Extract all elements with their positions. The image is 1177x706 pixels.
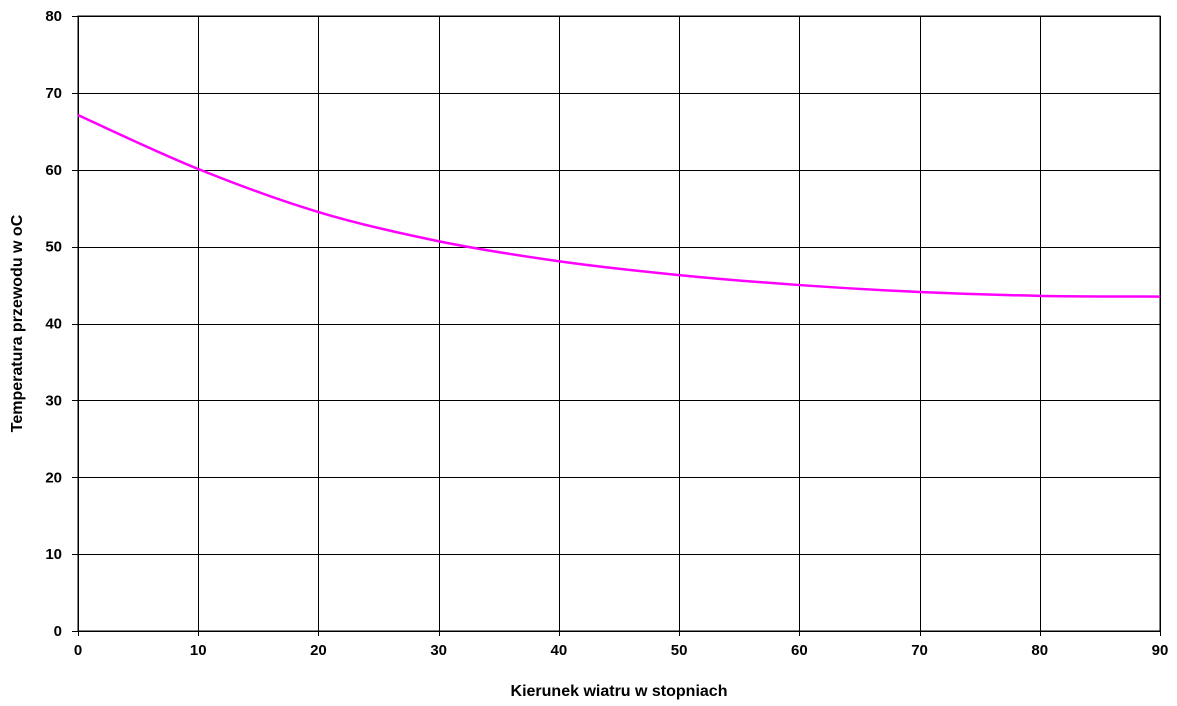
- x-tick-label: 80: [1031, 642, 1048, 659]
- x-tick-label: 60: [791, 642, 808, 659]
- x-tick-label: 20: [310, 642, 327, 659]
- x-tick-label: 30: [430, 642, 447, 659]
- y-tick-label: 60: [45, 162, 62, 179]
- x-tick-label: 70: [911, 642, 928, 659]
- y-tick-label: 80: [45, 8, 62, 25]
- x-tick-label: 90: [1152, 642, 1169, 659]
- plot-area-frame: [77, 15, 1161, 632]
- y-tick-label: 50: [45, 239, 62, 256]
- x-axis-title: Kierunek wiatru w stopniach: [511, 683, 728, 700]
- y-tick-label: 70: [45, 85, 62, 102]
- x-tick-label: 50: [671, 642, 688, 659]
- y-axis-title: Temperatura przewodu w oC: [9, 214, 26, 432]
- y-tick-label: 30: [45, 392, 62, 409]
- x-tick-label: 0: [74, 642, 82, 659]
- y-tick-label: 40: [45, 316, 62, 333]
- series-line: [77, 114, 1161, 298]
- y-tick-label: 0: [54, 623, 62, 640]
- series-group: [77, 114, 1161, 298]
- x-tick-label: 40: [551, 642, 568, 659]
- y-tick-label: 20: [45, 469, 62, 486]
- x-axis-tick-labels: 0 10 20 30 40 50 60 70 80 90: [74, 642, 1169, 659]
- axis-ticks: [72, 16, 1161, 636]
- y-axis-tick-labels: 0 10 20 30 40 50 60 70 80: [45, 8, 62, 640]
- y-tick-label: 10: [45, 546, 62, 563]
- x-tick-label: 10: [190, 642, 207, 659]
